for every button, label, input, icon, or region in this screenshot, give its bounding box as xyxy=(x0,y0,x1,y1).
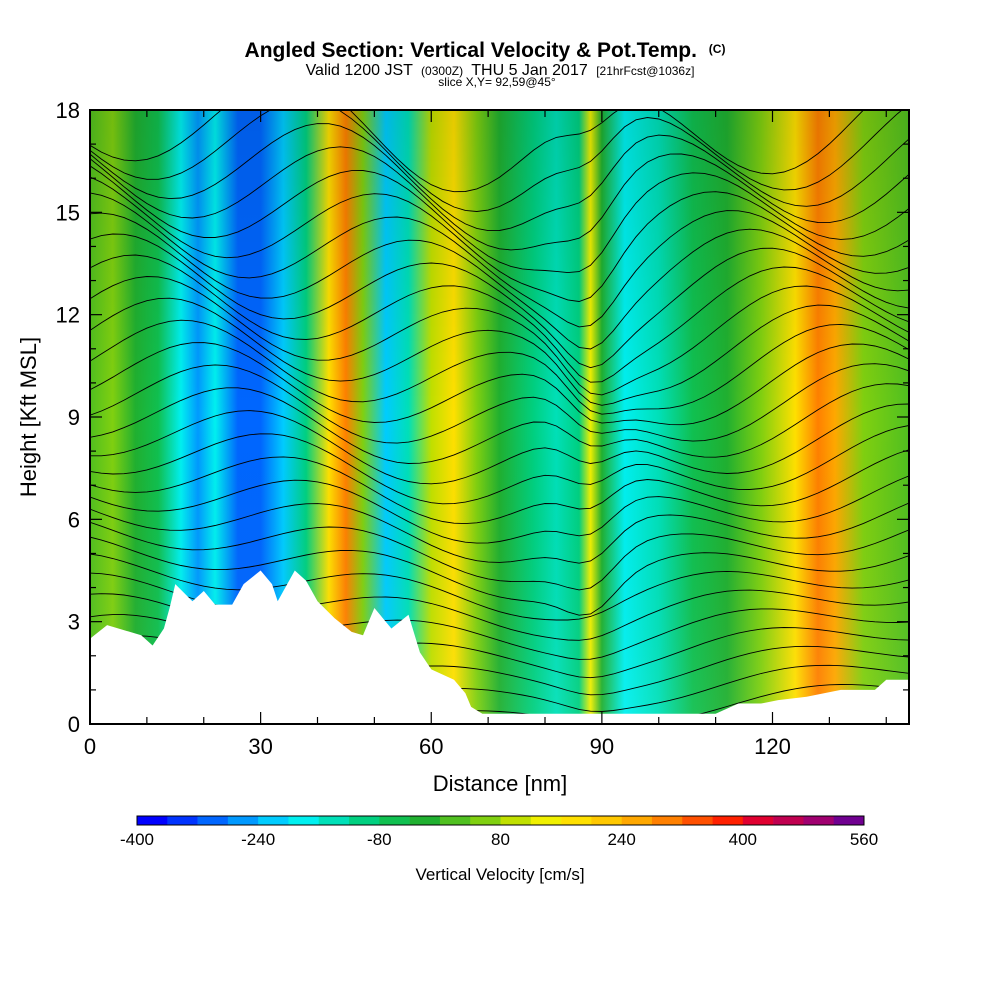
colorbar-swatch xyxy=(137,816,168,825)
colorbar-swatch xyxy=(349,816,380,825)
y-tick-label: 9 xyxy=(68,405,80,430)
colorbar-frame xyxy=(136,815,865,826)
plot-area xyxy=(90,110,909,724)
x-tick-label: 90 xyxy=(590,734,614,759)
colorbar-swatch xyxy=(651,816,683,825)
y-tick-label: 3 xyxy=(68,610,80,635)
contour-line xyxy=(90,297,909,406)
colorbar-swatch xyxy=(561,816,592,825)
contour-line xyxy=(90,475,909,544)
colorbar-swatch xyxy=(773,816,804,825)
contour-line xyxy=(90,342,909,426)
contour-line xyxy=(90,123,909,232)
colorbar-swatch xyxy=(682,816,713,825)
colorbar-swatch xyxy=(591,816,622,825)
contour-line xyxy=(90,363,909,444)
contour-line xyxy=(90,553,909,621)
colorbar-label: 240 xyxy=(607,830,635,849)
subtitle-date: THU 5 Jan 2017 xyxy=(471,62,588,79)
colorbar-swatch xyxy=(409,816,441,825)
colorbar-swatch xyxy=(530,816,562,825)
terrain-mask xyxy=(90,570,909,724)
x-axis: 0 30 60 90 120 xyxy=(84,110,887,759)
contour-line xyxy=(90,449,909,525)
colorbar-label: -400 xyxy=(120,830,154,849)
chart-title-main: Angled Section: Vertical Velocity & Pot.… xyxy=(245,39,697,62)
chart-subtitle: Valid 1200 JST (0300Z) THU 5 Jan 2017 [2… xyxy=(306,62,695,79)
y-axis-title: Height [Kft MSL] xyxy=(16,337,41,497)
contour-line xyxy=(90,254,909,383)
contour-line xyxy=(90,146,909,251)
contour-line xyxy=(90,165,909,274)
x-tick-label: 30 xyxy=(248,734,272,759)
contour-line xyxy=(90,521,909,591)
subtitle-forecast: [21hrFcst@1036z] xyxy=(596,64,694,78)
chart-title-suffix: (C) xyxy=(709,42,726,56)
contour-line xyxy=(90,319,909,415)
colorbar-swatch xyxy=(227,816,259,825)
contour-line xyxy=(90,212,909,350)
contour-line xyxy=(90,233,909,369)
contour-line xyxy=(90,176,909,302)
chart-title: Angled Section: Vertical Velocity & Pot.… xyxy=(245,39,726,62)
y-tick-label: 15 xyxy=(56,200,80,225)
colorbar-swatch xyxy=(621,816,653,825)
colorbar-swatch xyxy=(439,816,471,825)
colorbar-swatch xyxy=(500,816,532,825)
y-tick-label: 12 xyxy=(56,303,80,328)
x-tick-label: 120 xyxy=(754,734,791,759)
y-tick-label: 6 xyxy=(68,507,80,532)
colorbar-label: 560 xyxy=(850,830,878,849)
y-axis: 0 3 6 9 12 15 18 xyxy=(56,98,909,737)
contour-line xyxy=(90,383,909,464)
colorbar-label: -80 xyxy=(367,830,392,849)
colorbar xyxy=(136,815,865,826)
contour-line xyxy=(90,425,909,505)
colorbar-swatch xyxy=(803,816,835,825)
x-tick-label: 0 xyxy=(84,734,96,759)
colorbar-swatch xyxy=(288,816,320,825)
contour-line xyxy=(90,192,909,328)
colorbar-label: 400 xyxy=(729,830,757,849)
colorbar-label: -240 xyxy=(241,830,275,849)
colorbar-labels: -400 -240 -80 80 240 400 560 xyxy=(120,830,878,849)
contour-line xyxy=(90,276,909,396)
contour-line xyxy=(90,110,865,193)
x-tick-label: 60 xyxy=(419,734,443,759)
colorbar-swatch xyxy=(167,816,198,825)
colorbar-label: 80 xyxy=(491,830,510,849)
subtitle-valid: Valid 1200 JST xyxy=(306,62,414,79)
colorbar-swatch xyxy=(833,816,865,825)
y-tick-label: 18 xyxy=(56,98,80,123)
contour-line xyxy=(90,536,909,616)
contour-line xyxy=(90,403,909,485)
colorbar-swatch xyxy=(318,816,350,825)
colorbar-swatch xyxy=(712,816,744,825)
contour-line xyxy=(90,110,903,212)
colorbar-swatch xyxy=(379,816,410,825)
x-axis-title: Distance [nm] xyxy=(433,771,568,796)
y-tick-label: 0 xyxy=(68,712,80,737)
colorbar-swatch xyxy=(197,816,229,825)
colorbar-swatch xyxy=(258,816,289,825)
slice-label: slice X,Y= 92,59@45° xyxy=(438,75,556,89)
colorbar-swatch xyxy=(470,816,501,825)
colorbar-title: Vertical Velocity [cm/s] xyxy=(415,865,584,884)
subtitle-zulu: (0300Z) xyxy=(421,64,463,78)
colorbar-swatch xyxy=(742,816,774,825)
contour-line xyxy=(90,502,909,564)
